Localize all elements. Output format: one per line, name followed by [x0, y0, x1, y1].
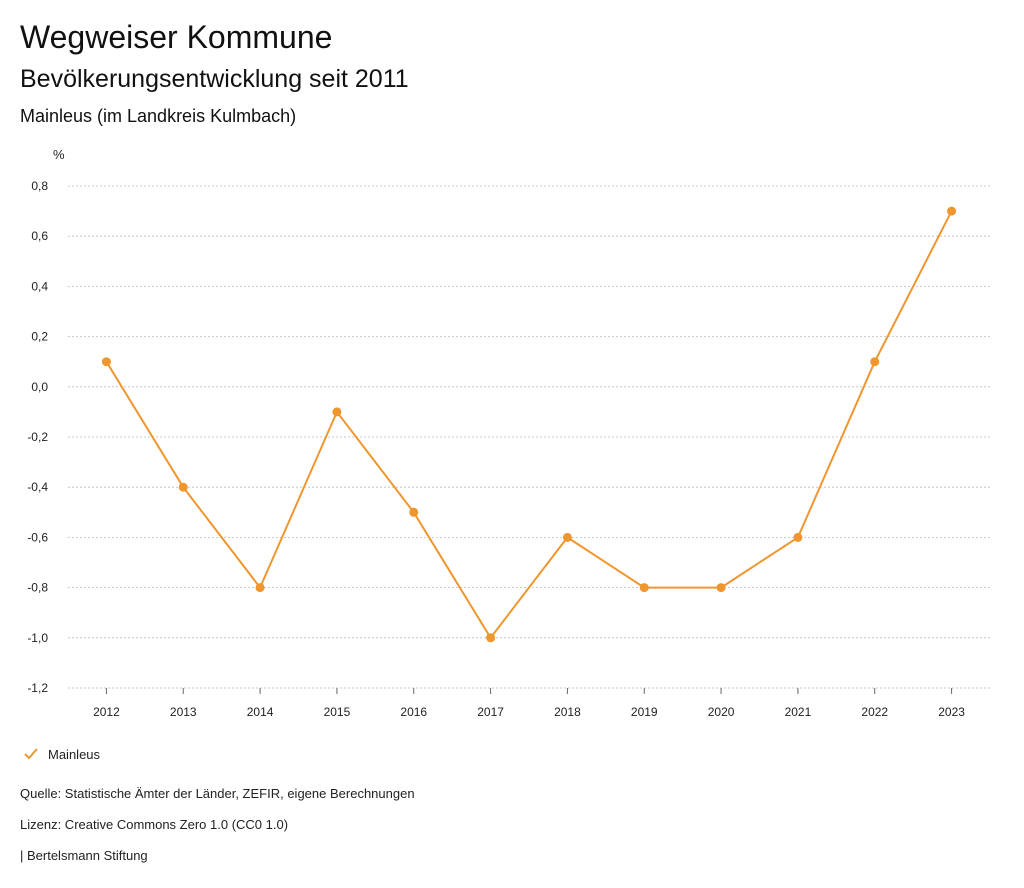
- data-point[interactable]: [486, 633, 496, 643]
- x-tick-label: 2012: [93, 705, 120, 719]
- x-tick-label: 2017: [477, 705, 504, 719]
- legend[interactable]: Mainleus: [22, 744, 100, 764]
- x-tick-label: 2018: [554, 705, 581, 719]
- y-tick-label: -0,6: [27, 530, 48, 544]
- y-tick-label: -1,2: [27, 681, 48, 695]
- brand-note: | Bertelsmann Stiftung: [20, 848, 148, 863]
- y-tick-label: -0,2: [27, 430, 48, 444]
- y-tick-label: -0,4: [27, 480, 48, 494]
- series-line: [105, 210, 953, 640]
- chart-subtitle: Bevölkerungsentwicklung seit 2011: [20, 65, 409, 93]
- check-icon: [24, 748, 38, 760]
- x-tick-label: 2013: [170, 705, 197, 719]
- data-point[interactable]: [639, 583, 649, 593]
- data-point[interactable]: [870, 357, 880, 367]
- y-tick-label: 0,0: [31, 380, 48, 394]
- x-tick-label: 2022: [861, 705, 888, 719]
- page-title: Wegweiser Kommune: [20, 19, 333, 55]
- legend-label-mainleus: Mainleus: [48, 746, 101, 762]
- source-note: Quelle: Statistische Ämter der Länder, Z…: [20, 786, 415, 801]
- x-tick-label: 2015: [324, 705, 351, 719]
- data-point[interactable]: [716, 583, 726, 593]
- x-tick-label: 2021: [785, 705, 812, 719]
- y-tick-label: 0,4: [31, 279, 48, 293]
- license-note: Lizenz: Creative Commons Zero 1.0 (CC0 1…: [20, 817, 289, 832]
- y-tick-label: 0,6: [31, 229, 48, 243]
- region-label: Mainleus (im Landkreis Kulmbach): [20, 106, 297, 126]
- series-mainleus: [101, 206, 957, 643]
- x-tick-label: 2023: [938, 705, 965, 719]
- y-tick-label: 0,8: [31, 179, 48, 193]
- data-point[interactable]: [562, 532, 572, 542]
- x-tick-label: 2020: [708, 705, 735, 719]
- x-tick-label: 2014: [247, 705, 274, 719]
- data-point[interactable]: [947, 206, 957, 216]
- data-point[interactable]: [101, 357, 111, 367]
- y-axis-unit-label: %: [53, 147, 65, 162]
- data-point[interactable]: [255, 583, 265, 593]
- y-tick-label: 0,2: [31, 330, 48, 344]
- gridlines: [68, 185, 990, 689]
- line-chart: % 0,8 0,6 0,4 0,2 0,0 -0,2 -0,4 -0,6 -0,8 -1,0 -1,…: [27, 147, 990, 719]
- x-tick-label: 2019: [631, 705, 658, 719]
- y-tick-label: -1,0: [27, 631, 48, 645]
- y-axis-ticks: 0,8 0,6 0,4 0,2 0,0 -0,2 -0,4 -0,6 -0,8 -1,0 -1,2: [27, 179, 48, 695]
- data-point[interactable]: [332, 407, 342, 417]
- x-axis-ticks: 2012 2013 2014 2015 2016 2017 2018 2019 2020 2021…: [93, 688, 965, 719]
- y-tick-label: -0,8: [27, 581, 48, 595]
- data-point[interactable]: [409, 507, 419, 517]
- data-point[interactable]: [793, 532, 803, 542]
- data-point[interactable]: [178, 482, 188, 492]
- x-tick-label: 2016: [400, 705, 427, 719]
